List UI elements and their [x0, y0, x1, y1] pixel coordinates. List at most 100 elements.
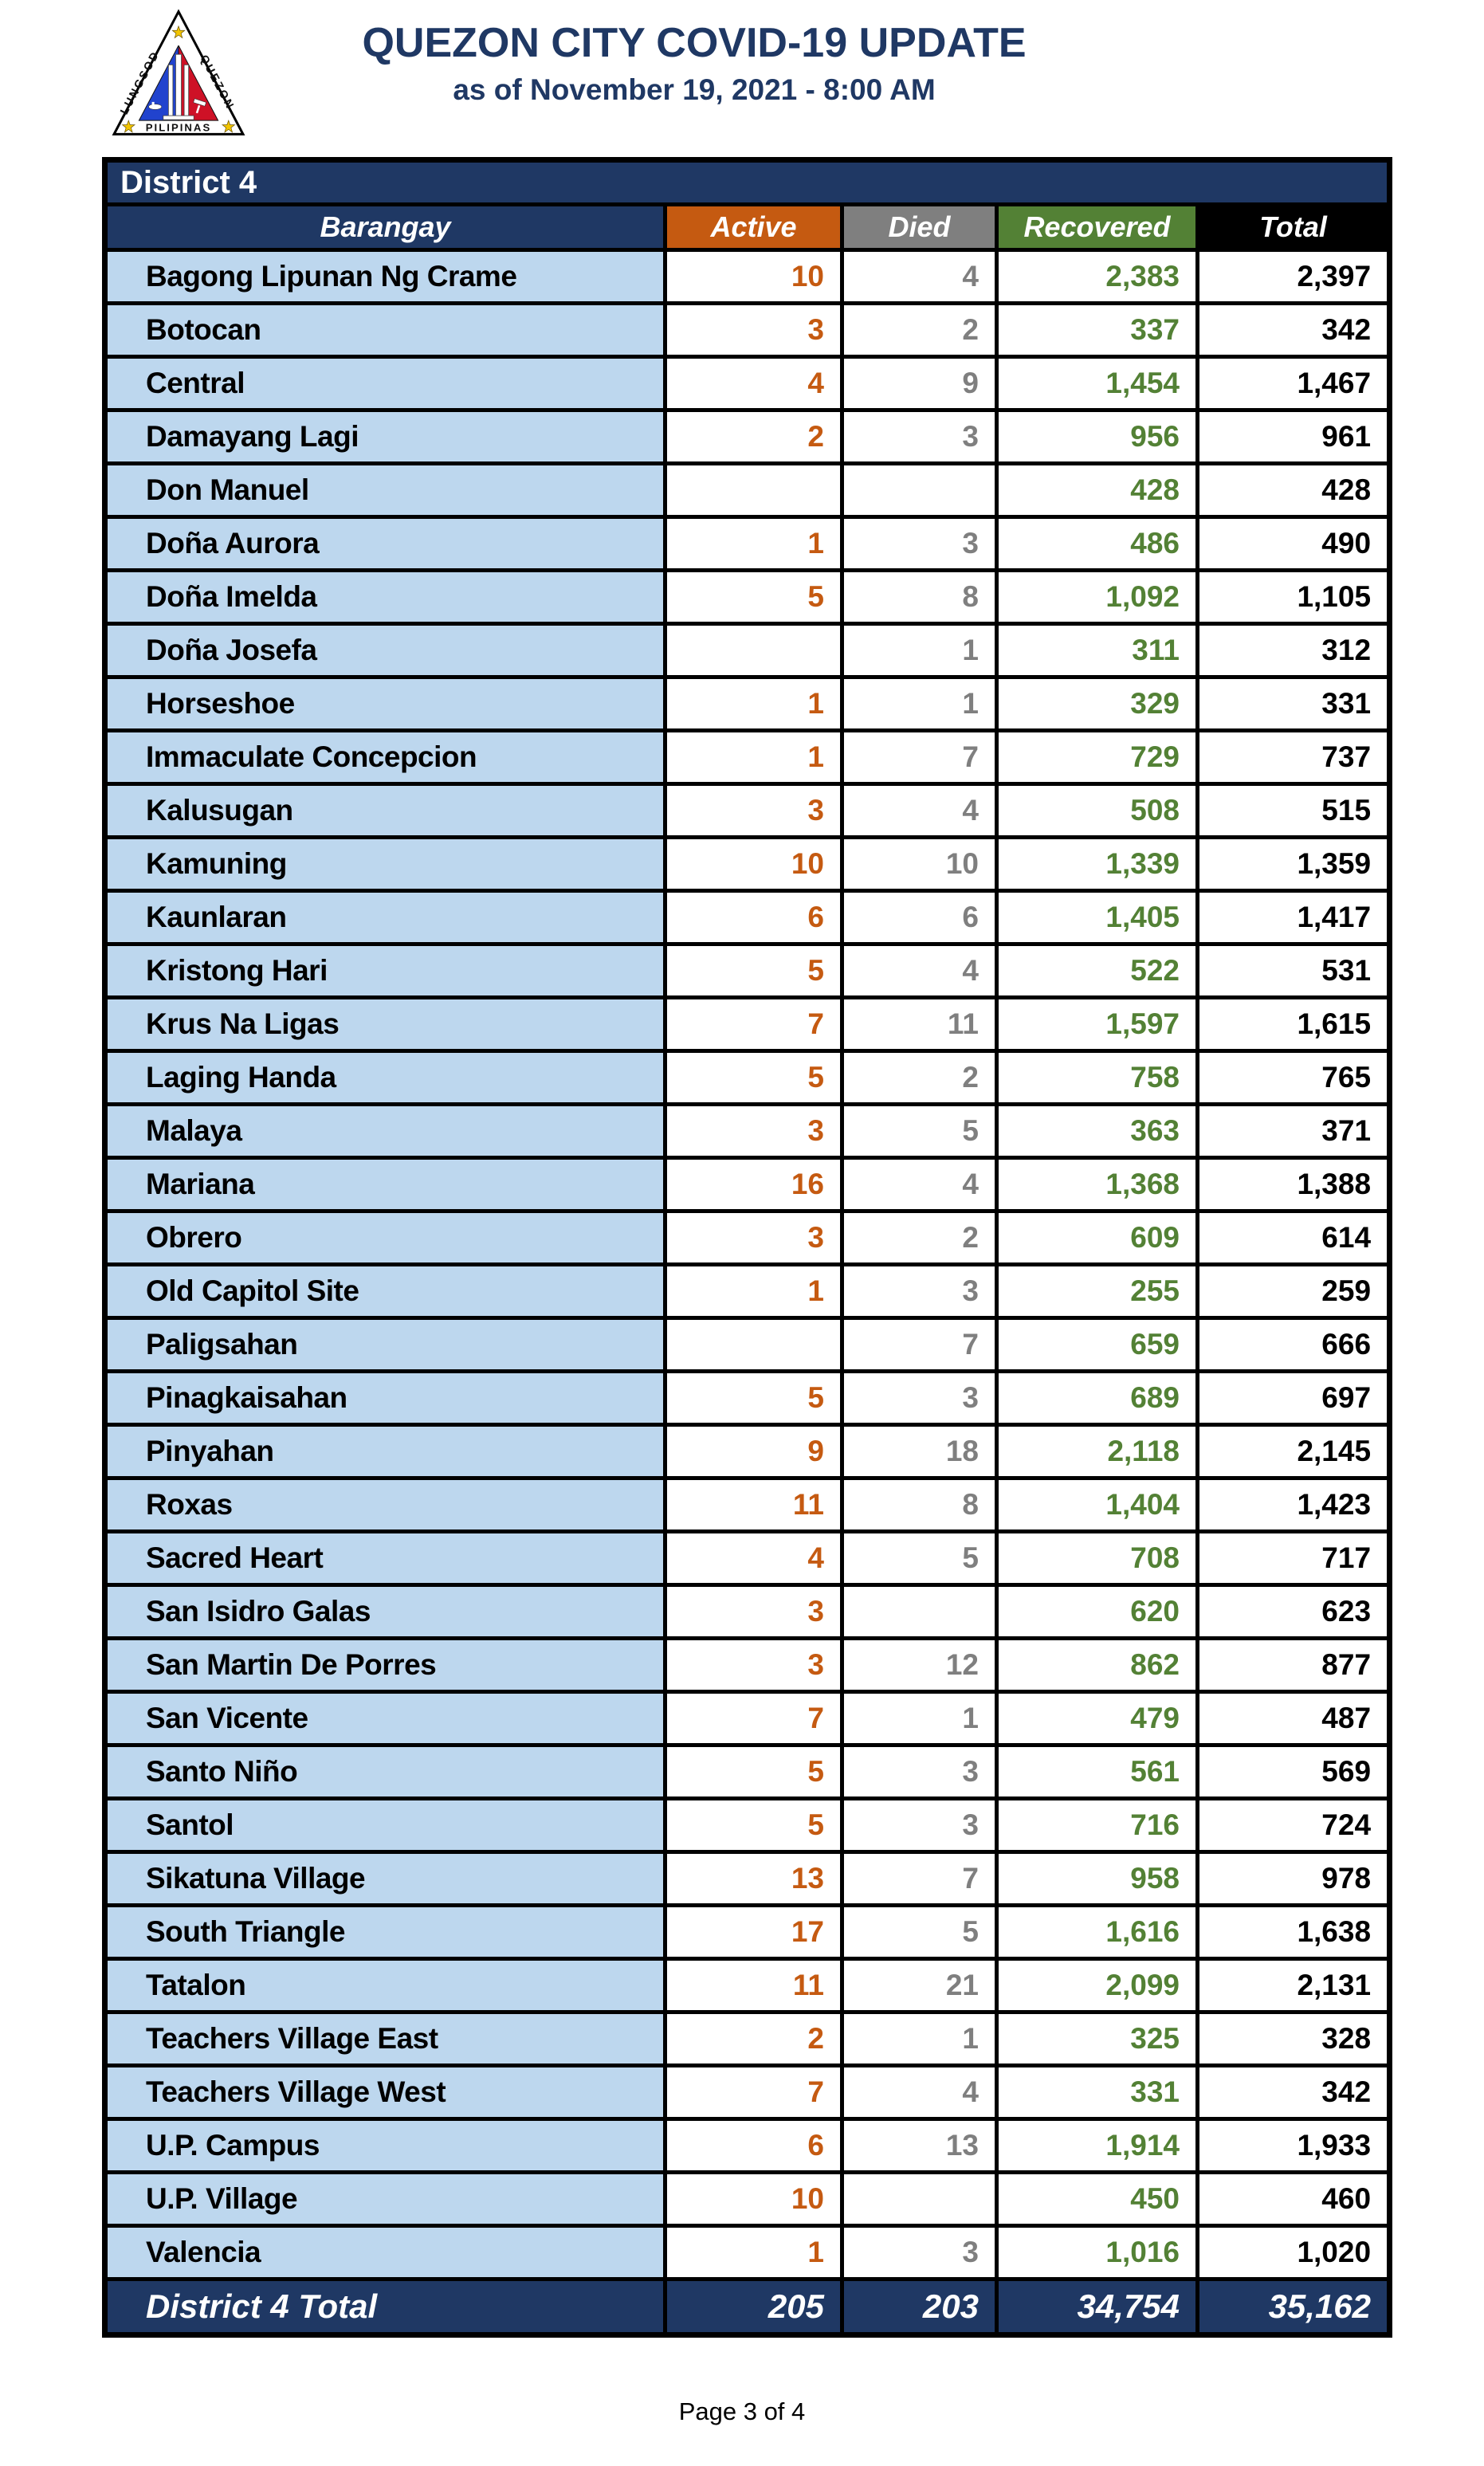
active-value-cell: 13 — [663, 1850, 844, 1907]
died-value-cell: 1 — [840, 2010, 999, 2067]
recovered-value-cell: 729 — [995, 728, 1199, 786]
total-value-cell: 765 — [1195, 1049, 1392, 1106]
died-value-cell: 8 — [840, 1476, 999, 1533]
recovered-value-cell: 609 — [995, 1209, 1199, 1266]
barangay-name-cell: Kalusugan — [103, 782, 667, 839]
recovered-value-cell: 1,616 — [995, 1903, 1199, 1961]
barangay-name-cell: Botocan — [103, 301, 667, 359]
died-value-cell: 2 — [840, 1209, 999, 1266]
died-value-cell: 3 — [840, 2224, 999, 2281]
table-row: Pinagkaisahan 5 3 689 697 — [103, 1369, 1392, 1427]
barangay-name-cell: U.P. Campus — [103, 2117, 667, 2174]
table-row: Central 4 9 1,454 1,467 — [103, 355, 1392, 412]
recovered-value-cell: 716 — [995, 1796, 1199, 1854]
active-value-cell: 10 — [663, 835, 844, 893]
recovered-value-cell: 508 — [995, 782, 1199, 839]
table-row: Laging Handa 5 2 758 765 — [103, 1049, 1392, 1106]
table-row: Bagong Lipunan Ng Crame 10 4 2,383 2,397 — [103, 248, 1392, 305]
table-row: San Martin De Porres 3 12 862 877 — [103, 1636, 1392, 1694]
table-row: Santol 5 3 716 724 — [103, 1796, 1392, 1854]
total-value-cell: 666 — [1195, 1316, 1392, 1373]
active-value-cell: 7 — [663, 995, 844, 1053]
total-value-cell: 877 — [1195, 1636, 1392, 1694]
page-subtitle: as of November 19, 2021 - 8:00 AM — [453, 73, 936, 106]
recovered-value-cell: 479 — [995, 1690, 1199, 1747]
active-value-cell: 3 — [663, 1636, 844, 1694]
died-value-cell: 11 — [840, 995, 999, 1053]
died-value-cell — [840, 2170, 999, 2228]
active-value-cell: 2 — [663, 2010, 844, 2067]
total-value-cell: 1,933 — [1195, 2117, 1392, 2174]
active-value-cell: 3 — [663, 1209, 844, 1266]
barangay-name-cell: Teachers Village West — [103, 2064, 667, 2121]
barangay-name-cell: Tatalon — [103, 1957, 667, 2014]
recovered-value-cell: 1,404 — [995, 1476, 1199, 1533]
table-row: Doña Imelda 5 8 1,092 1,105 — [103, 568, 1392, 626]
page-header: LUNGSOD QUEZON PILIPINAS QUEZON CITY COV… — [0, 0, 1484, 157]
table-row: Don Manuel 428 428 — [103, 461, 1392, 519]
died-value-cell: 8 — [840, 568, 999, 626]
active-value-cell: 3 — [663, 1102, 844, 1160]
barangay-name-cell: South Triangle — [103, 1903, 667, 1961]
recovered-value-cell: 862 — [995, 1636, 1199, 1694]
died-value-cell: 5 — [840, 1102, 999, 1160]
column-header-recovered: Recovered — [995, 202, 1199, 252]
recovered-value-cell: 1,405 — [995, 889, 1199, 946]
column-header-died: Died — [840, 202, 999, 252]
table-row: Teachers Village West 7 4 331 342 — [103, 2064, 1392, 2121]
table-row: U.P. Village 10 450 460 — [103, 2170, 1392, 2228]
column-header-row: Barangay Active Died Recovered Total — [103, 202, 1392, 252]
barangay-name-cell: Kaunlaran — [103, 889, 667, 946]
died-value-cell: 13 — [840, 2117, 999, 2174]
recovered-value-cell: 708 — [995, 1529, 1199, 1587]
died-value-cell: 3 — [840, 1369, 999, 1427]
barangay-name-cell: Mariana — [103, 1156, 667, 1213]
active-value-cell: 10 — [663, 248, 844, 305]
barangay-name-cell: Obrero — [103, 1209, 667, 1266]
total-value-cell: 2,131 — [1195, 1957, 1392, 2014]
logo-text-pilipinas: PILIPINAS — [146, 121, 211, 133]
barangay-name-cell: Central — [103, 355, 667, 412]
died-value-cell: 6 — [840, 889, 999, 946]
header-titles: QUEZON CITY COVID-19 UPDATE as of Novemb… — [0, 22, 1388, 104]
recovered-value-cell: 659 — [995, 1316, 1199, 1373]
died-value-cell: 7 — [840, 1316, 999, 1373]
district-total-row: District 4 Total 205 203 34,754 35,162 — [103, 2277, 1392, 2337]
table-row: Immaculate Concepcion 1 7 729 737 — [103, 728, 1392, 786]
total-value-cell: 312 — [1195, 622, 1392, 679]
table-row: Old Capitol Site 1 3 255 259 — [103, 1262, 1392, 1320]
recovered-value-cell: 1,454 — [995, 355, 1199, 412]
table-row: Obrero 3 2 609 614 — [103, 1209, 1392, 1266]
recovered-value-cell: 958 — [995, 1850, 1199, 1907]
total-value-cell: 569 — [1195, 1743, 1392, 1800]
active-value-cell: 7 — [663, 1690, 844, 1747]
active-value-cell: 1 — [663, 675, 844, 732]
barangay-name-cell: Doña Josefa — [103, 622, 667, 679]
recovered-value-cell: 1,092 — [995, 568, 1199, 626]
barangay-name-cell: Sikatuna Village — [103, 1850, 667, 1907]
recovered-value-cell: 311 — [995, 622, 1199, 679]
died-value-cell: 5 — [840, 1903, 999, 1961]
total-value-cell: 371 — [1195, 1102, 1392, 1160]
active-value-cell: 1 — [663, 1262, 844, 1320]
recovered-value-cell: 956 — [995, 408, 1199, 465]
active-value-cell: 5 — [663, 1049, 844, 1106]
active-value-cell: 16 — [663, 1156, 844, 1213]
recovered-value-cell: 2,118 — [995, 1423, 1199, 1480]
died-value-cell: 3 — [840, 1262, 999, 1320]
column-header-total: Total — [1195, 202, 1392, 252]
barangay-name-cell: Valencia — [103, 2224, 667, 2281]
barangay-name-cell: San Martin De Porres — [103, 1636, 667, 1694]
total-value-cell: 328 — [1195, 2010, 1392, 2067]
table-row: Horseshoe 1 1 329 331 — [103, 675, 1392, 732]
recovered-value-cell: 2,099 — [995, 1957, 1199, 2014]
active-value-cell: 1 — [663, 515, 844, 572]
barangay-name-cell: Teachers Village East — [103, 2010, 667, 2067]
table-row: Paligsahan 7 659 666 — [103, 1316, 1392, 1373]
active-value-cell: 3 — [663, 301, 844, 359]
recovered-value-cell: 1,597 — [995, 995, 1199, 1053]
recovered-value-cell: 1,339 — [995, 835, 1199, 893]
covid-data-table: District 4 Barangay Active Died Recovere… — [102, 157, 1393, 2338]
died-value-cell: 3 — [840, 408, 999, 465]
active-value-cell — [663, 622, 844, 679]
